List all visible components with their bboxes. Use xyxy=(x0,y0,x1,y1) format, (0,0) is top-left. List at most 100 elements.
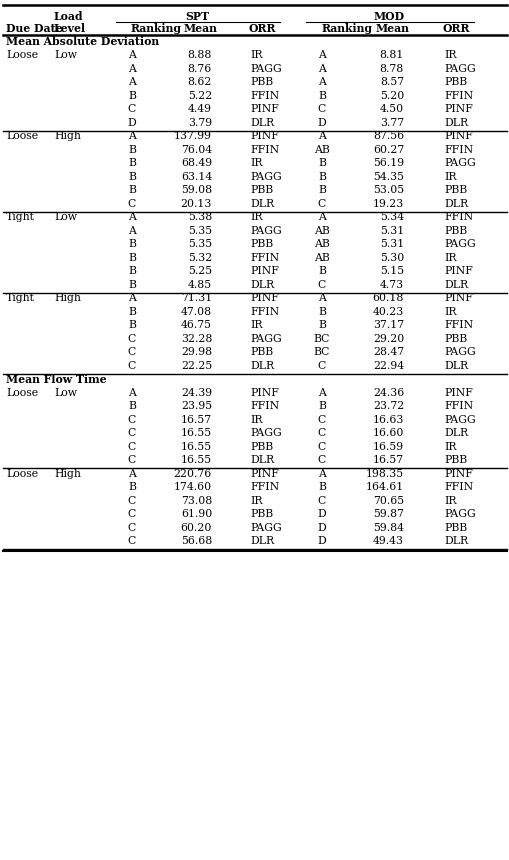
Text: FFIN: FFIN xyxy=(249,253,278,263)
Text: PAGG: PAGG xyxy=(249,64,281,74)
Text: C: C xyxy=(128,415,136,425)
Text: A: A xyxy=(318,64,325,74)
Text: 4.85: 4.85 xyxy=(187,280,212,290)
Text: B: B xyxy=(318,172,325,181)
Text: A: A xyxy=(128,469,136,479)
Text: DLR: DLR xyxy=(249,360,274,371)
Text: C: C xyxy=(128,509,136,519)
Text: A: A xyxy=(128,388,136,397)
Text: B: B xyxy=(318,267,325,276)
Text: 49.43: 49.43 xyxy=(372,537,403,546)
Text: IR: IR xyxy=(443,307,456,316)
Text: D: D xyxy=(317,537,326,546)
Text: 22.25: 22.25 xyxy=(180,360,212,371)
Text: IR: IR xyxy=(249,212,262,222)
Text: B: B xyxy=(128,91,136,101)
Text: FFIN: FFIN xyxy=(249,482,278,492)
Text: B: B xyxy=(128,172,136,181)
Text: IR: IR xyxy=(443,253,456,263)
Text: Mean: Mean xyxy=(183,22,216,34)
Text: IR: IR xyxy=(443,495,456,506)
Text: DLR: DLR xyxy=(249,118,274,128)
Text: DLR: DLR xyxy=(443,118,467,128)
Text: Load: Load xyxy=(54,10,83,22)
Text: PAGG: PAGG xyxy=(249,172,281,181)
Text: DLR: DLR xyxy=(443,280,467,290)
Text: 56.68: 56.68 xyxy=(180,537,212,546)
Text: 5.35: 5.35 xyxy=(187,239,212,249)
Text: PBB: PBB xyxy=(249,509,273,519)
Text: Due Date: Due Date xyxy=(6,22,63,34)
Text: 61.90: 61.90 xyxy=(180,509,212,519)
Text: PINF: PINF xyxy=(249,388,278,397)
Text: 16.57: 16.57 xyxy=(181,415,212,425)
Text: PBB: PBB xyxy=(249,442,273,452)
Text: IR: IR xyxy=(249,320,262,330)
Text: BC: BC xyxy=(313,347,329,357)
Text: DLR: DLR xyxy=(443,360,467,371)
Text: 24.36: 24.36 xyxy=(372,388,403,397)
Text: Tight: Tight xyxy=(6,293,35,304)
Text: 28.47: 28.47 xyxy=(372,347,403,357)
Text: ORR: ORR xyxy=(441,22,469,34)
Text: 5.32: 5.32 xyxy=(187,253,212,263)
Text: PBB: PBB xyxy=(443,185,466,195)
Text: C: C xyxy=(128,442,136,452)
Text: 23.95: 23.95 xyxy=(181,402,212,411)
Text: PAGG: PAGG xyxy=(249,334,281,344)
Text: PBB: PBB xyxy=(443,334,466,344)
Text: B: B xyxy=(318,482,325,492)
Text: Ranking: Ranking xyxy=(321,22,372,34)
Text: 24.39: 24.39 xyxy=(181,388,212,397)
Text: 5.31: 5.31 xyxy=(379,225,403,236)
Text: A: A xyxy=(128,50,136,60)
Text: 32.28: 32.28 xyxy=(180,334,212,344)
Text: B: B xyxy=(318,158,325,169)
Text: 60.20: 60.20 xyxy=(180,523,212,532)
Text: 59.08: 59.08 xyxy=(181,185,212,195)
Text: PINF: PINF xyxy=(249,267,278,276)
Text: Mean Absolute Deviation: Mean Absolute Deviation xyxy=(6,36,159,47)
Text: FFIN: FFIN xyxy=(249,144,278,155)
Text: C: C xyxy=(317,455,325,465)
Text: B: B xyxy=(128,402,136,411)
Text: PAGG: PAGG xyxy=(249,523,281,532)
Text: AB: AB xyxy=(314,239,329,249)
Text: Loose: Loose xyxy=(6,469,38,479)
Text: 8.81: 8.81 xyxy=(379,50,403,60)
Text: 137.99: 137.99 xyxy=(174,132,212,141)
Text: 5.35: 5.35 xyxy=(187,225,212,236)
Text: PBB: PBB xyxy=(443,225,466,236)
Text: A: A xyxy=(318,469,325,479)
Text: PAGG: PAGG xyxy=(443,415,475,425)
Text: 68.49: 68.49 xyxy=(181,158,212,169)
Text: A: A xyxy=(318,388,325,397)
Text: PINF: PINF xyxy=(249,132,278,141)
Text: Tight: Tight xyxy=(6,212,35,222)
Text: B: B xyxy=(318,402,325,411)
Text: C: C xyxy=(317,199,325,209)
Text: PINF: PINF xyxy=(443,293,472,304)
Text: C: C xyxy=(128,347,136,357)
Text: PBB: PBB xyxy=(443,455,466,465)
Text: A: A xyxy=(318,132,325,141)
Text: 198.35: 198.35 xyxy=(365,469,403,479)
Text: FFIN: FFIN xyxy=(443,144,472,155)
Text: Loose: Loose xyxy=(6,50,38,60)
Text: DLR: DLR xyxy=(443,537,467,546)
Text: PBB: PBB xyxy=(249,347,273,357)
Text: 3.77: 3.77 xyxy=(379,118,403,128)
Text: BC: BC xyxy=(313,334,329,344)
Text: B: B xyxy=(318,185,325,195)
Text: D: D xyxy=(317,118,326,128)
Text: C: C xyxy=(317,415,325,425)
Text: FFIN: FFIN xyxy=(249,307,278,316)
Text: 56.19: 56.19 xyxy=(372,158,403,169)
Text: IR: IR xyxy=(443,442,456,452)
Text: 16.59: 16.59 xyxy=(372,442,403,452)
Text: C: C xyxy=(128,495,136,506)
Text: 16.60: 16.60 xyxy=(372,428,403,439)
Text: A: A xyxy=(128,225,136,236)
Text: IR: IR xyxy=(443,172,456,181)
Text: FFIN: FFIN xyxy=(443,212,472,222)
